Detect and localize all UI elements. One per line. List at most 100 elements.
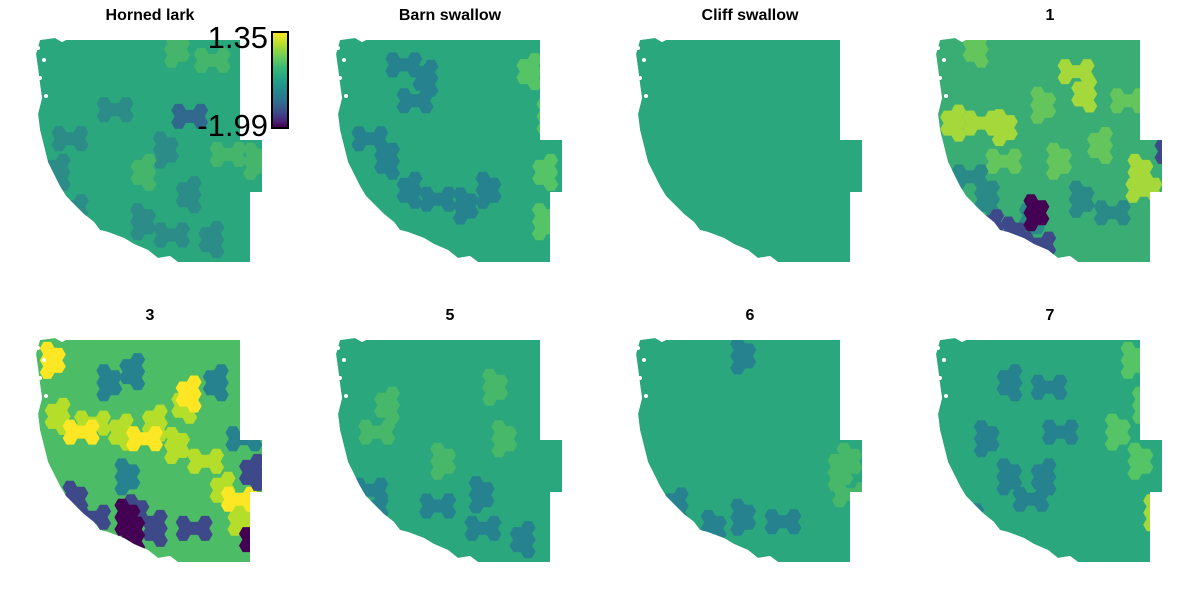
hex-cell [543,177,559,191]
hex-cell [419,493,435,507]
hex-cell [84,419,100,433]
coast-island [336,346,340,350]
hex-cell [62,504,78,518]
hex-cell [73,486,89,500]
hex-cell [250,453,262,467]
hex-cell [1115,212,1131,226]
panel-title: 5 [445,307,455,324]
hex-cell [373,477,389,491]
hex-cell [985,192,1000,206]
map-svg [636,338,862,562]
map-svg [936,38,1162,262]
hex-cell [107,370,123,384]
hex-cell [130,215,146,229]
hex-cell [175,515,191,529]
hex-cell [532,159,548,173]
hex-cell [730,510,746,524]
hex-cell [107,431,123,445]
hex-cell [1041,231,1057,245]
hex-cell [175,381,191,395]
coast-island [344,394,348,398]
hex-cell [1082,87,1098,101]
hex-cell [1041,470,1057,484]
hex-cell [141,165,157,179]
map-panel: Barn swallow [300,0,600,300]
hex-cell [148,438,163,452]
hex-cell [220,498,236,512]
hex-cell [951,128,967,142]
hex-cell [1104,425,1120,439]
hex-cell [543,153,559,167]
hex-cell [74,516,89,530]
hex-cell [1127,442,1143,456]
hex-cell [164,42,180,56]
hex-cell [827,453,843,467]
hex-cell [1000,240,1016,254]
hex-cell [423,71,439,85]
hex-cell [186,399,202,413]
hex-cell [164,38,180,44]
hex-cell [1030,476,1046,490]
hex-cell [385,64,401,78]
hex-cell [996,458,1012,472]
hex-cell [1041,380,1057,394]
hex-cell [243,166,259,180]
coast-island [642,58,646,62]
legend-max-label: 1.35 [207,20,268,55]
hex-cell [171,404,187,418]
hex-cell [423,59,439,73]
hex-cell [152,143,168,157]
hex-cell [407,52,423,66]
hex-cell [1098,127,1113,140]
hex-cell [74,410,89,424]
coast-island [936,46,940,50]
coast-island [342,358,346,362]
hex-cell [39,341,55,355]
coast-island [938,76,942,80]
hex-cell [1154,139,1162,152]
hex-cell [973,444,989,458]
hex-cell [202,382,218,396]
hex-cell [1147,177,1162,191]
hex-cell [996,382,1012,396]
hex-cell [209,245,225,259]
hex-cell [164,439,180,452]
hex-cell [973,432,989,446]
map-panel: Horned lark 1.35 -1.99 [0,0,300,300]
hex-cell [186,387,202,401]
hex-cell [475,521,491,535]
hex-cell [527,65,543,79]
hex-cell [1007,160,1023,174]
hex-cell [374,392,389,406]
hex-cell [730,361,746,375]
hex-cell [171,115,187,129]
hex-cell [493,386,509,400]
hex-cell [385,52,401,66]
hex-cell [1023,194,1039,208]
hex-cell [114,510,130,524]
hex-cell [186,375,202,389]
hex-cell [1023,206,1039,220]
hex-cell [175,234,191,248]
hex-cell [838,471,854,485]
hex-cell [1057,148,1072,162]
hex-cell [700,509,716,523]
hex-cell [764,509,780,523]
hex-cell [385,166,400,180]
hex-cell [1052,386,1068,400]
hex-cell [418,88,434,102]
hex-cell [114,498,130,512]
hex-cell [1127,466,1143,480]
hex-cell [198,227,214,241]
hex-cell [1007,464,1023,478]
hex-cell [482,368,498,382]
hex-cell [741,355,757,369]
hex-cell [1052,425,1068,439]
hex-cell [491,432,507,446]
hex-cell [482,380,498,394]
hex-cell [1019,243,1035,257]
hex-cell [107,382,123,396]
map-svg [336,38,562,262]
hex-cell [1109,100,1125,114]
hex-cell [1030,110,1046,124]
